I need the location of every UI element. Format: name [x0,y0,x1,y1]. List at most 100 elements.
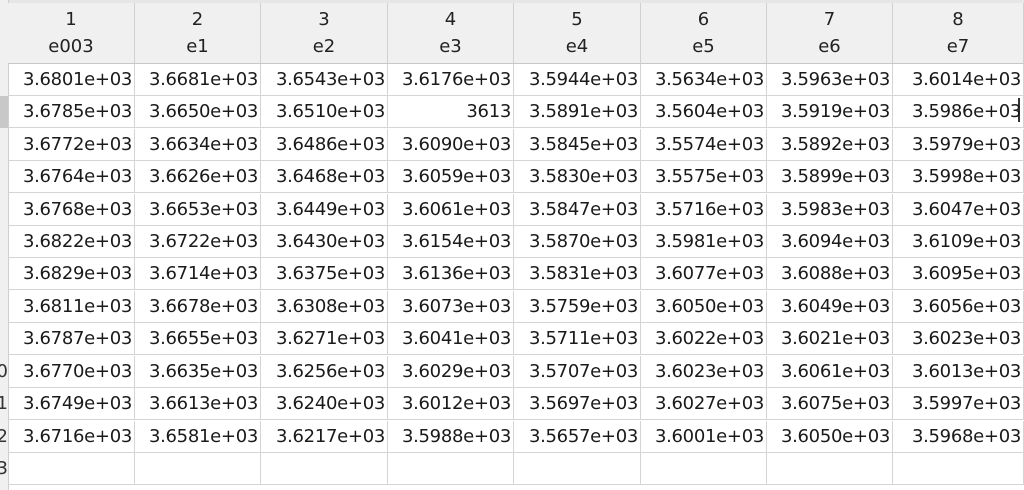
table-cell[interactable]: 3.6176e+03 [388,64,514,96]
table-cell[interactable]: 3.6240e+03 [261,388,388,420]
table-cell[interactable]: 3.6041e+03 [388,323,514,355]
row-header[interactable]: 0 [0,356,8,388]
column-header-1[interactable]: 1 e003 [8,3,135,64]
table-cell[interactable]: 3.5707e+03 [514,356,641,388]
table-cell[interactable]: 3.5944e+03 [514,64,641,96]
table-cell[interactable]: 3.5981e+03 [641,226,767,258]
table-cell[interactable]: 3.6764e+03 [8,161,135,193]
table-cell[interactable]: 3.5997e+03 [893,388,1024,420]
table-cell[interactable]: 3.6050e+03 [767,421,893,453]
table-cell[interactable]: 3.6027e+03 [641,388,767,420]
table-cell[interactable]: 3.6787e+03 [8,323,135,355]
table-cell[interactable]: 3.6023e+03 [893,323,1024,355]
table-cell[interactable]: 3.5986e+03 [893,96,1024,128]
row-header[interactable]: 3 [0,453,8,485]
table-cell[interactable]: 3.6059e+03 [388,161,514,193]
table-cell[interactable]: 3.6023e+03 [641,356,767,388]
table-cell[interactable]: 3.5968e+03 [893,421,1024,453]
column-header-2[interactable]: 2 e1 [135,3,261,64]
table-cell[interactable]: 3.6256e+03 [261,356,388,388]
table-cell[interactable]: 3.6468e+03 [261,161,388,193]
column-header-3[interactable]: 3 e2 [261,3,388,64]
table-cell[interactable]: 3.6430e+03 [261,226,388,258]
table-cell[interactable]: 3.5574e+03 [641,129,767,161]
table-cell[interactable]: 3.5831e+03 [514,258,641,290]
table-cell[interactable] [261,453,388,485]
table-cell[interactable] [8,453,135,485]
row-header[interactable] [0,129,8,161]
table-cell[interactable]: 3.6681e+03 [135,64,261,96]
row-header[interactable] [0,194,8,226]
table-cell[interactable]: 3.6772e+03 [8,129,135,161]
table-cell[interactable]: 3.6714e+03 [135,258,261,290]
table-cell[interactable]: 3.5830e+03 [514,161,641,193]
table-cell[interactable]: 3.5919e+03 [767,96,893,128]
table-cell[interactable]: 3.6013e+03 [893,356,1024,388]
column-header-4[interactable]: 4 e3 [388,3,514,64]
table-cell[interactable]: 3.5963e+03 [767,64,893,96]
table-cell[interactable]: 3.6829e+03 [8,258,135,290]
table-cell[interactable]: 3.6613e+03 [135,388,261,420]
table-cell[interactable]: 3.6021e+03 [767,323,893,355]
table-cell[interactable]: 3.6014e+03 [893,64,1024,96]
table-cell[interactable]: 3.5711e+03 [514,323,641,355]
row-header[interactable]: 2 [0,421,8,453]
table-cell[interactable]: 3.5979e+03 [893,129,1024,161]
table-cell[interactable]: 3.6801e+03 [8,64,135,96]
table-cell[interactable]: 3.6073e+03 [388,291,514,323]
row-header[interactable] [0,258,8,290]
table-cell[interactable]: 3.5892e+03 [767,129,893,161]
table-cell[interactable]: 3.6308e+03 [261,291,388,323]
table-cell[interactable]: 3.6029e+03 [388,356,514,388]
table-cell[interactable]: 3.5845e+03 [514,129,641,161]
table-cell[interactable]: 3.6075e+03 [767,388,893,420]
table-cell[interactable]: 3.6050e+03 [641,291,767,323]
table-cell[interactable]: 3.6095e+03 [893,258,1024,290]
table-cell[interactable]: 3.5575e+03 [641,161,767,193]
row-header[interactable] [0,64,8,96]
table-cell[interactable]: 3.5634e+03 [641,64,767,96]
table-cell[interactable]: 3.6094e+03 [767,226,893,258]
table-cell[interactable]: 3.6785e+03 [8,96,135,128]
table-cell[interactable] [641,453,767,485]
table-cell[interactable]: 3.6154e+03 [388,226,514,258]
table-cell[interactable]: 3.5998e+03 [893,161,1024,193]
table-cell[interactable] [893,453,1024,485]
table-cell[interactable]: 3.5891e+03 [514,96,641,128]
table-cell[interactable]: 3.6634e+03 [135,129,261,161]
row-header[interactable] [0,291,8,323]
table-cell[interactable]: 3.6653e+03 [135,194,261,226]
table-cell[interactable]: 3.6047e+03 [893,194,1024,226]
column-header-5[interactable]: 5 e4 [514,3,641,64]
table-cell[interactable]: 3.6581e+03 [135,421,261,453]
table-cell[interactable]: 3.5899e+03 [767,161,893,193]
table-cell[interactable]: 3.5983e+03 [767,194,893,226]
table-cell[interactable]: 3.5759e+03 [514,291,641,323]
table-cell[interactable]: 3.6001e+03 [641,421,767,453]
table-cell[interactable]: 3.6077e+03 [641,258,767,290]
row-header[interactable] [0,161,8,193]
column-header-7[interactable]: 7 e6 [767,3,893,64]
table-cell[interactable]: 3.6012e+03 [388,388,514,420]
row-header[interactable] [0,96,8,128]
table-cell[interactable]: 3.5716e+03 [641,194,767,226]
table-cell[interactable]: 3.6061e+03 [388,194,514,226]
table-cell[interactable] [388,453,514,485]
table-cell[interactable]: 3.6770e+03 [8,356,135,388]
table-cell[interactable]: 3.6486e+03 [261,129,388,161]
table-cell[interactable]: 3.5988e+03 [388,421,514,453]
table-cell[interactable] [767,453,893,485]
table-cell[interactable]: 3.6088e+03 [767,258,893,290]
table-cell[interactable]: 3.6626e+03 [135,161,261,193]
table-cell[interactable]: 3.6217e+03 [261,421,388,453]
table-cell[interactable]: 3.6271e+03 [261,323,388,355]
row-header[interactable] [0,226,8,258]
table-cell[interactable]: 3.6655e+03 [135,323,261,355]
table-cell[interactable] [514,453,641,485]
table-cell[interactable]: 3.6749e+03 [8,388,135,420]
table-cell[interactable]: 3.6375e+03 [261,258,388,290]
table-cell[interactable]: 3.6768e+03 [8,194,135,226]
table-cell[interactable]: 3.6510e+03 [261,96,388,128]
table-cell[interactable]: 3.6449e+03 [261,194,388,226]
table-cell[interactable] [135,453,261,485]
